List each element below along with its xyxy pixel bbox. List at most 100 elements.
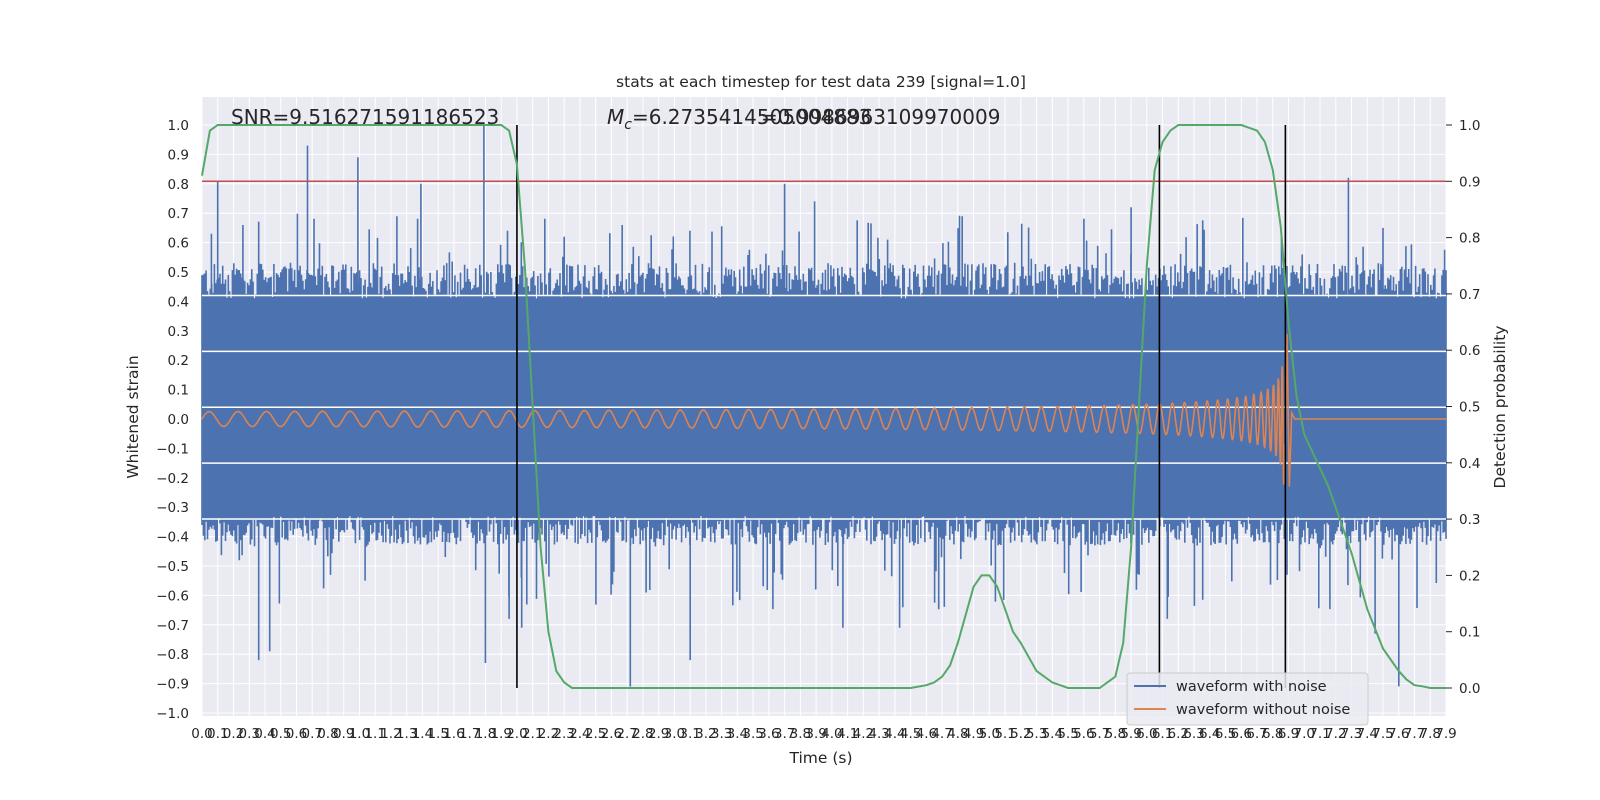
x-tick-label: 4.2 (853, 726, 874, 742)
x-axis-label: Time (s) (788, 749, 852, 767)
x-tick-label: 1.2 (380, 726, 401, 742)
x-tick-label: 0.6 (286, 726, 307, 742)
y-right-tick-label: 0.8 (1459, 231, 1480, 247)
x-tick-label: 3.1 (679, 726, 700, 742)
x-tick-label: 3.0 (664, 726, 685, 742)
x-tick-label: 4.4 (884, 726, 905, 742)
y-tick-label: 1.0 (168, 118, 189, 134)
x-tick-label: 2.9 (648, 726, 669, 742)
x-tick-label: 5.8 (1105, 726, 1126, 742)
x-tick-label: 2.3 (553, 726, 574, 742)
x-tick-label: 7.5 (1372, 726, 1393, 742)
x-tick-label: 4.9 (963, 726, 984, 742)
y-right-tick-label: 0.2 (1459, 568, 1480, 584)
x-tick-label: 5.6 (1073, 726, 1094, 742)
chart-title: stats at each timestep for test data 239… (616, 73, 1026, 91)
y-tick-label: 0.7 (168, 206, 189, 222)
y-tick-label: −0.4 (156, 530, 189, 546)
x-tick-label: 6.0 (1136, 726, 1157, 742)
x-tick-label: 2.6 (601, 726, 622, 742)
x-tick-label: 3.3 (711, 726, 732, 742)
x-tick-label: 7.3 (1341, 726, 1362, 742)
legend-box (1126, 672, 1369, 726)
y-tick-label: −0.1 (156, 441, 189, 457)
x-tick-label: 1.7 (459, 726, 480, 742)
probability-line (201, 124, 1446, 689)
y-axis-label-right: Detection probability (1491, 326, 1509, 489)
x-tick-label: 1.9 (490, 726, 511, 742)
x-tick-label: 1.4 (412, 726, 433, 742)
x-tick-label: 4.1 (837, 726, 858, 742)
y-right-tick-label: 0.0 (1459, 681, 1480, 697)
x-tick-label: 6.5 (1215, 726, 1236, 742)
x-tick-label: 0.4 (254, 726, 275, 742)
x-tick-label: 0.0 (191, 726, 212, 742)
x-tick-label: 4.8 (947, 726, 968, 742)
x-tick-label: 6.4 (1199, 726, 1220, 742)
y-tick-label: −0.5 (156, 559, 189, 575)
x-tick-label: 6.2 (1168, 726, 1189, 742)
x-tick-label: 2.0 (506, 726, 527, 742)
legend-label-noise: waveform with noise (1176, 679, 1327, 695)
x-tick-label: 1.0 (349, 726, 370, 742)
x-tick-label: 3.5 (742, 726, 763, 742)
x-tick-label: 0.7 (301, 726, 322, 742)
y-right-tick-label: 0.7 (1459, 287, 1480, 303)
x-tick-label: 2.7 (616, 726, 637, 742)
mc-symbol: M (607, 105, 624, 129)
x-tick-label: 2.2 (538, 726, 559, 742)
y-tick-label: 0.3 (168, 324, 189, 340)
y-ticks-left: −1.0 −0.9 −0.8 −0.7 −0.6 −0.5 −0.4 −0.3 −0.2 −0.1… (156, 118, 189, 722)
x-ticks: 0.00.10.20.30.40.50.60.70.80.91.01.11.21… (191, 726, 1456, 742)
x-tick-label: 3.8 (790, 726, 811, 742)
vertical-markers (516, 125, 1287, 688)
x-tick-label: 2.8 (632, 726, 653, 742)
y-right-tick-label: 0.9 (1459, 174, 1480, 190)
x-tick-label: 4.0 (821, 726, 842, 742)
mc-annotation: Mc=6.2735414505004883 (607, 105, 871, 133)
x-tick-label: 3.6 (758, 726, 779, 742)
x-tick-label: 5.1 (994, 726, 1015, 742)
y-tick-label: −0.8 (156, 647, 189, 663)
y-right-tick-label: 0.3 (1459, 512, 1480, 528)
x-tick-label: 6.8 (1262, 726, 1283, 742)
x-tick-label: 6.6 (1231, 726, 1252, 742)
x-tick-label: 4.5 (900, 726, 921, 742)
x-tick-label: 4.3 (868, 726, 889, 742)
y-tick-label: −0.2 (156, 471, 189, 487)
y-tick-label: −1.0 (156, 706, 189, 722)
y-tick-label: 0.8 (168, 177, 189, 193)
x-tick-label: 4.6 (916, 726, 937, 742)
mc-subscript: c (624, 117, 632, 133)
x-tick-label: 3.2 (695, 726, 716, 742)
x-tick-label: 1.6 (443, 726, 464, 742)
x-tick-label: 7.9 (1435, 726, 1456, 742)
x-tick-label: 2.1 (522, 726, 543, 742)
y-right-tick-label: 0.6 (1459, 343, 1480, 359)
y-tick-label: −0.6 (156, 588, 189, 604)
x-tick-label: 1.5 (427, 726, 448, 742)
y-ticks-right: 0.0 0.1 0.2 0.3 0.4 0.5 0.6 0.7 0.8 0.9 1.0 (1446, 118, 1480, 697)
x-tick-label: 0.3 (238, 726, 259, 742)
x-tick-label: 5.7 (1089, 726, 1110, 742)
x-tick-label: 7.6 (1388, 726, 1409, 742)
x-tick-label: 1.1 (364, 726, 385, 742)
x-tick-label: 7.2 (1325, 726, 1346, 742)
y-right-tick-label: 0.5 (1459, 400, 1480, 416)
x-tick-label: 5.4 (1042, 726, 1063, 742)
snr-annotation: SNR=9.516271591186523 (231, 105, 499, 129)
x-tick-label: 5.5 (1057, 726, 1078, 742)
x-tick-label: 2.4 (569, 726, 590, 742)
x-tick-label: 6.7 (1246, 726, 1267, 742)
y-tick-label: 0.1 (168, 383, 189, 399)
x-tick-label: 7.1 (1309, 726, 1330, 742)
x-tick-label: 2.5 (585, 726, 606, 742)
x-tick-label: 0.5 (270, 726, 291, 742)
x-tick-label: 5.0 (979, 726, 1000, 742)
x-tick-label: 0.2 (223, 726, 244, 742)
mc-value: =6.2735414505004883 (632, 105, 871, 129)
x-tick-label: 5.9 (1120, 726, 1141, 742)
x-tick-label: 3.7 (774, 726, 795, 742)
overlap-annotation: =0.9986963109970009 (761, 105, 1000, 129)
